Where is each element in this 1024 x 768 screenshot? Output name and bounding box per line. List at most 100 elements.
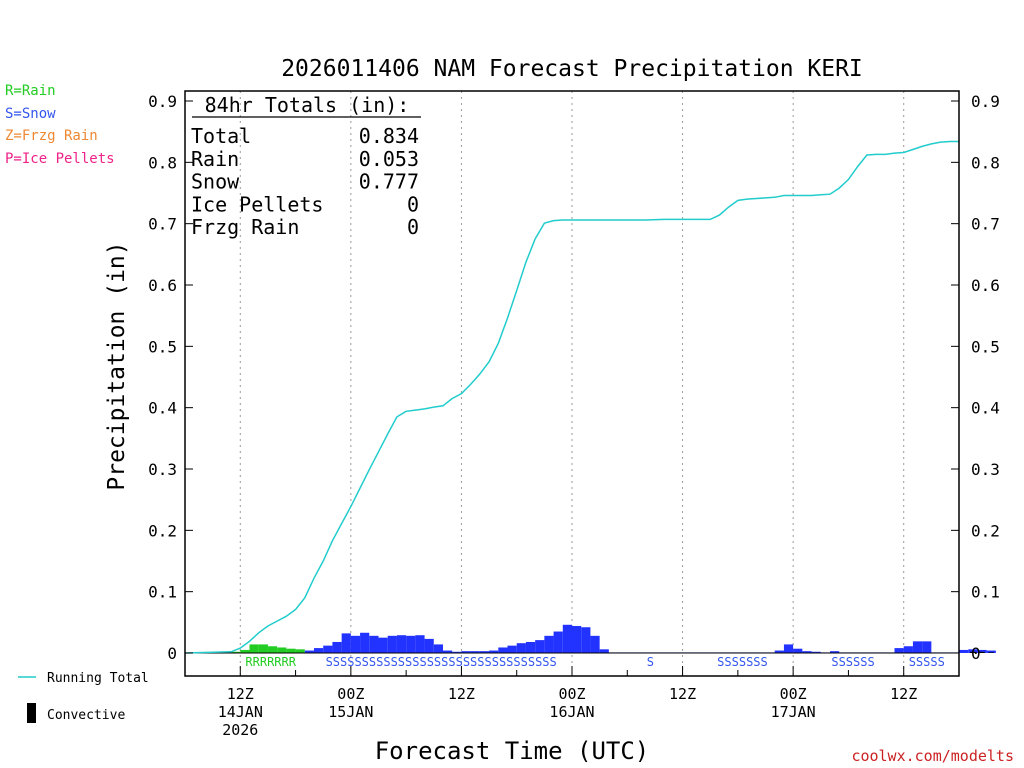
y-axis-label: Precipitation (in) — [104, 241, 130, 490]
y-tick-label-left: 0.8 — [148, 153, 177, 172]
rain-bar — [277, 647, 287, 653]
snow-bar — [774, 650, 784, 653]
y-tick-label-left: 0.5 — [148, 337, 177, 356]
rain-bar — [258, 644, 268, 653]
snow-bar — [443, 650, 453, 653]
x-tick-label: 12Z — [448, 685, 475, 703]
running-total-legend-label: Running Total — [47, 671, 149, 686]
y-tick-label-right: 0.9 — [971, 92, 1000, 111]
snow-bar — [802, 651, 812, 653]
convective-legend-label: Convective — [47, 708, 125, 723]
snow-bar — [396, 635, 407, 653]
precip-type-code: SSSSSS — [831, 655, 874, 669]
snow-bar — [350, 635, 361, 653]
y-tick-label-left: 0.1 — [148, 583, 177, 602]
y-tick-label-right: 0.7 — [971, 215, 1000, 234]
rain-bar — [249, 644, 259, 653]
y-tick-label-right: 0.1 — [971, 583, 1000, 602]
snow-bar — [304, 650, 314, 653]
y-tick-label-left: 0.6 — [148, 276, 177, 295]
totals-row-value: 0 — [407, 192, 419, 216]
totals-row-label: Frzg Rain — [191, 215, 299, 239]
snow-bar — [387, 635, 397, 653]
snow-bar — [544, 635, 554, 653]
x-axis-label: Forecast Time (UTC) — [375, 737, 650, 765]
x-tick-label: 12Z — [669, 685, 696, 703]
snow-bar — [959, 649, 969, 653]
x-tick-label: 14JAN — [218, 703, 263, 721]
rain-bar — [267, 646, 278, 653]
plot-border — [184, 90, 960, 677]
totals-row-label: Total — [191, 124, 251, 148]
totals-box: 84hr Totals (in): Total 0.834 Rain 0.053 Sno… — [191, 93, 421, 239]
snow-bar — [599, 649, 609, 653]
y-tick-label-left: 0 — [167, 644, 177, 663]
snow-bar — [516, 643, 526, 653]
snow-bar — [470, 651, 480, 653]
y-tick-label-right: 0.6 — [971, 276, 1000, 295]
x-tick-label: 16JAN — [549, 703, 594, 721]
precip-type-legend-item: R=Rain — [5, 83, 56, 99]
totals-heading: 84hr Totals (in): — [205, 93, 410, 117]
convective-bar — [988, 652, 995, 653]
snow-bar — [986, 650, 996, 653]
y-tick-label-left: 0.9 — [148, 92, 177, 111]
y-tick-label-left: 0.4 — [148, 399, 177, 418]
y-tick-label-right: 0 — [971, 644, 981, 663]
precip-type-code: SSSSSSSSSSSSSSSSSSSSSSSSSSSSSSSS — [326, 655, 557, 669]
snow-bar — [572, 626, 582, 653]
snow-bar — [507, 645, 517, 653]
snow-bar — [581, 627, 591, 653]
totals-row-value: 0.777 — [359, 170, 419, 194]
precip-type-code: SSSSSSS — [717, 655, 768, 669]
snow-bar — [360, 632, 370, 653]
snow-bar — [912, 641, 923, 653]
snow-bar — [341, 633, 351, 653]
snow-bar — [553, 631, 563, 653]
snow-bar — [783, 644, 794, 653]
precip-type-code: RRRRRRR — [245, 655, 296, 669]
snow-bar — [369, 635, 379, 653]
y-tick-label-right: 0.8 — [971, 153, 1000, 172]
rain-bar — [295, 649, 305, 653]
snow-bar — [452, 651, 462, 653]
precip-type-legend: R=Rain S=Snow Z=Frzg Rain P=Ice Pellets — [5, 80, 115, 170]
x-tick-label: 00Z — [780, 685, 807, 703]
snow-bar — [314, 648, 324, 653]
totals-row-value: 0.053 — [359, 147, 419, 171]
totals-row-label: Ice Pellets — [191, 192, 323, 216]
snow-bar — [415, 635, 425, 653]
snow-bar — [332, 641, 342, 653]
x-tick-label: 12Z — [890, 685, 917, 703]
snow-bar — [535, 640, 545, 653]
y-tick-label-left: 0.7 — [148, 215, 177, 234]
precip-bars — [185, 624, 996, 654]
snow-bar — [894, 648, 904, 653]
snow-bar — [489, 650, 499, 653]
convective-bar — [970, 651, 976, 653]
y-axis-ticks: 0 00.1 0.10.2 0.20.3 0.30.4 0.40.5 0.50.6 0.60.… — [148, 92, 1000, 663]
snow-bar — [977, 649, 987, 653]
x-tick-label: 00Z — [337, 685, 364, 703]
precip-type-code: S — [647, 655, 654, 669]
chart-title: 2026011406 NAM Forecast Precipitation KE… — [281, 56, 863, 82]
totals-row-value: 0 — [407, 215, 419, 239]
y-tick-label-right: 0.3 — [971, 460, 1000, 479]
snow-bar — [498, 647, 508, 653]
y-tick-label-right: 0.2 — [971, 521, 1000, 540]
running-total-line — [184, 140, 959, 654]
snow-bar — [562, 624, 572, 653]
running-total-series — [184, 140, 959, 654]
plot-frame — [184, 90, 960, 677]
precip-type-code: SSSSS — [909, 655, 945, 669]
convective-legend-swatch — [27, 703, 36, 723]
rain-bar — [231, 651, 241, 653]
snow-bar — [811, 651, 821, 653]
rain-bar — [240, 649, 250, 653]
y-tick-label-left: 0.3 — [148, 460, 177, 479]
snow-bar — [830, 651, 840, 653]
rain-bar — [286, 648, 296, 653]
precip-type-codes: RRRRRRR SSSSSSSSSSSSSSSSSSSSSSSSSSSSSSSS S… — [245, 655, 944, 669]
